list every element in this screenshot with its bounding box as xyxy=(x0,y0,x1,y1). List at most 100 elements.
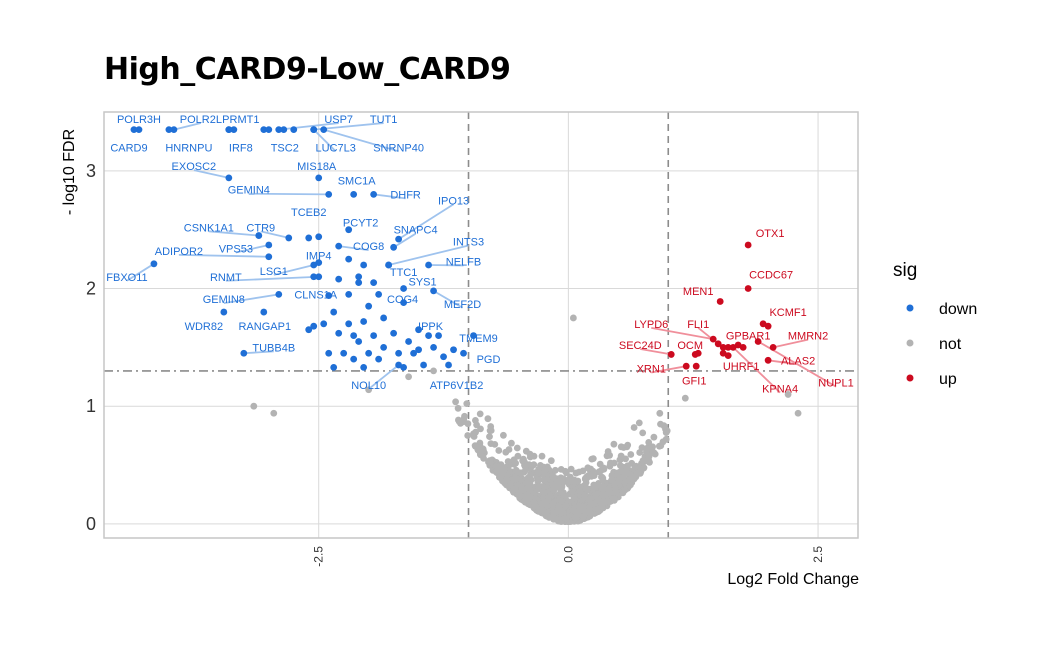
x-tick-label: 0.0 xyxy=(561,546,575,563)
not-point xyxy=(486,433,493,440)
down-point xyxy=(305,234,313,242)
gene-label: IMP4 xyxy=(306,251,332,263)
not-point xyxy=(473,421,480,429)
gene-label: PRMT1 xyxy=(222,114,259,126)
not-point xyxy=(794,409,802,417)
not-point xyxy=(549,500,557,507)
down-point xyxy=(360,261,368,269)
gene-label: HNRNPU xyxy=(165,142,212,154)
gene-label: CLNS1A xyxy=(294,289,337,301)
not-point xyxy=(514,452,522,460)
x-tick-label: 2.5 xyxy=(811,546,825,563)
not-point xyxy=(464,432,472,439)
gene-label: COG8 xyxy=(353,241,384,253)
label-connector xyxy=(323,128,399,153)
not-point xyxy=(603,452,611,460)
down-point xyxy=(375,355,383,363)
gene-label: SNRNP40 xyxy=(373,142,424,154)
down-point xyxy=(315,273,323,281)
down-point xyxy=(375,291,383,298)
down-point xyxy=(330,308,338,316)
up-point xyxy=(714,340,722,348)
label-connector xyxy=(388,244,469,266)
up-point xyxy=(764,356,772,364)
down-point xyxy=(320,126,328,134)
not-point xyxy=(522,447,530,455)
down-point xyxy=(335,242,343,250)
gene-label: CARD9 xyxy=(110,142,147,154)
not-point xyxy=(491,441,499,448)
down-point xyxy=(395,235,403,243)
down-point xyxy=(240,349,248,357)
down-point xyxy=(310,261,318,269)
not-point xyxy=(464,420,472,428)
not-point xyxy=(405,373,412,381)
not-point xyxy=(565,476,572,484)
not-point xyxy=(662,429,670,436)
label-connector xyxy=(193,169,230,179)
down-point xyxy=(305,326,313,334)
down-point xyxy=(335,275,343,283)
down-point xyxy=(265,241,273,249)
not-point xyxy=(648,447,656,455)
not-point xyxy=(612,485,619,493)
not-point xyxy=(508,476,516,484)
not-point xyxy=(568,488,576,495)
down-point xyxy=(135,126,143,134)
gene-label: GFI1 xyxy=(682,375,706,387)
not-point xyxy=(513,444,521,452)
label-connector xyxy=(248,192,329,196)
down-point xyxy=(405,338,412,345)
not-point xyxy=(504,458,512,465)
down-point xyxy=(470,332,477,339)
gene-label: SNAPC4 xyxy=(394,225,438,237)
down-point xyxy=(320,320,328,328)
legend: sig down not up xyxy=(893,260,977,388)
down-point xyxy=(370,190,378,198)
gene-label: NOL10 xyxy=(351,380,386,392)
gene-label: GEMIN8 xyxy=(203,294,245,306)
not-point xyxy=(535,469,542,477)
gene-label: INTS3 xyxy=(453,236,484,248)
not-point xyxy=(550,509,557,517)
not-point xyxy=(579,504,587,511)
gene-label: LYPD6 xyxy=(634,319,668,331)
gene-label: PGD xyxy=(477,354,501,366)
down-point xyxy=(150,260,158,268)
down-point xyxy=(130,126,138,134)
down-point xyxy=(225,126,233,134)
gene-label: PCYT2 xyxy=(343,218,378,230)
not-point xyxy=(635,470,642,477)
down-point xyxy=(170,126,178,134)
not-point xyxy=(657,420,664,428)
down-point xyxy=(430,287,437,295)
down-point xyxy=(350,190,358,198)
gene-label: GPBAR1 xyxy=(726,331,771,343)
x-tick-label: -2.5 xyxy=(312,546,326,567)
not-point xyxy=(605,489,613,497)
down-point xyxy=(345,255,353,263)
down-point xyxy=(430,343,437,351)
not-point xyxy=(506,481,514,489)
down-point xyxy=(400,363,408,371)
not-point xyxy=(571,495,579,502)
not-point xyxy=(597,498,604,506)
not-point xyxy=(635,419,643,427)
not-point xyxy=(472,428,479,436)
not-point xyxy=(476,410,484,418)
label-connector xyxy=(368,364,400,390)
not-point xyxy=(562,515,570,523)
not-point xyxy=(525,484,532,492)
down-point xyxy=(360,318,368,325)
gene-label: POLR3H xyxy=(117,114,161,126)
gene-label: TTC1 xyxy=(390,267,418,279)
down-point xyxy=(275,126,283,134)
gene-label: VPS53 xyxy=(219,244,253,256)
axes: 0 1 2 3 -2.5 0.0 2.5 xyxy=(86,161,825,567)
not-point xyxy=(583,486,591,494)
gene-label: COG4 xyxy=(387,294,418,306)
not-point xyxy=(562,502,569,510)
gene-label: MMRN2 xyxy=(788,331,828,343)
